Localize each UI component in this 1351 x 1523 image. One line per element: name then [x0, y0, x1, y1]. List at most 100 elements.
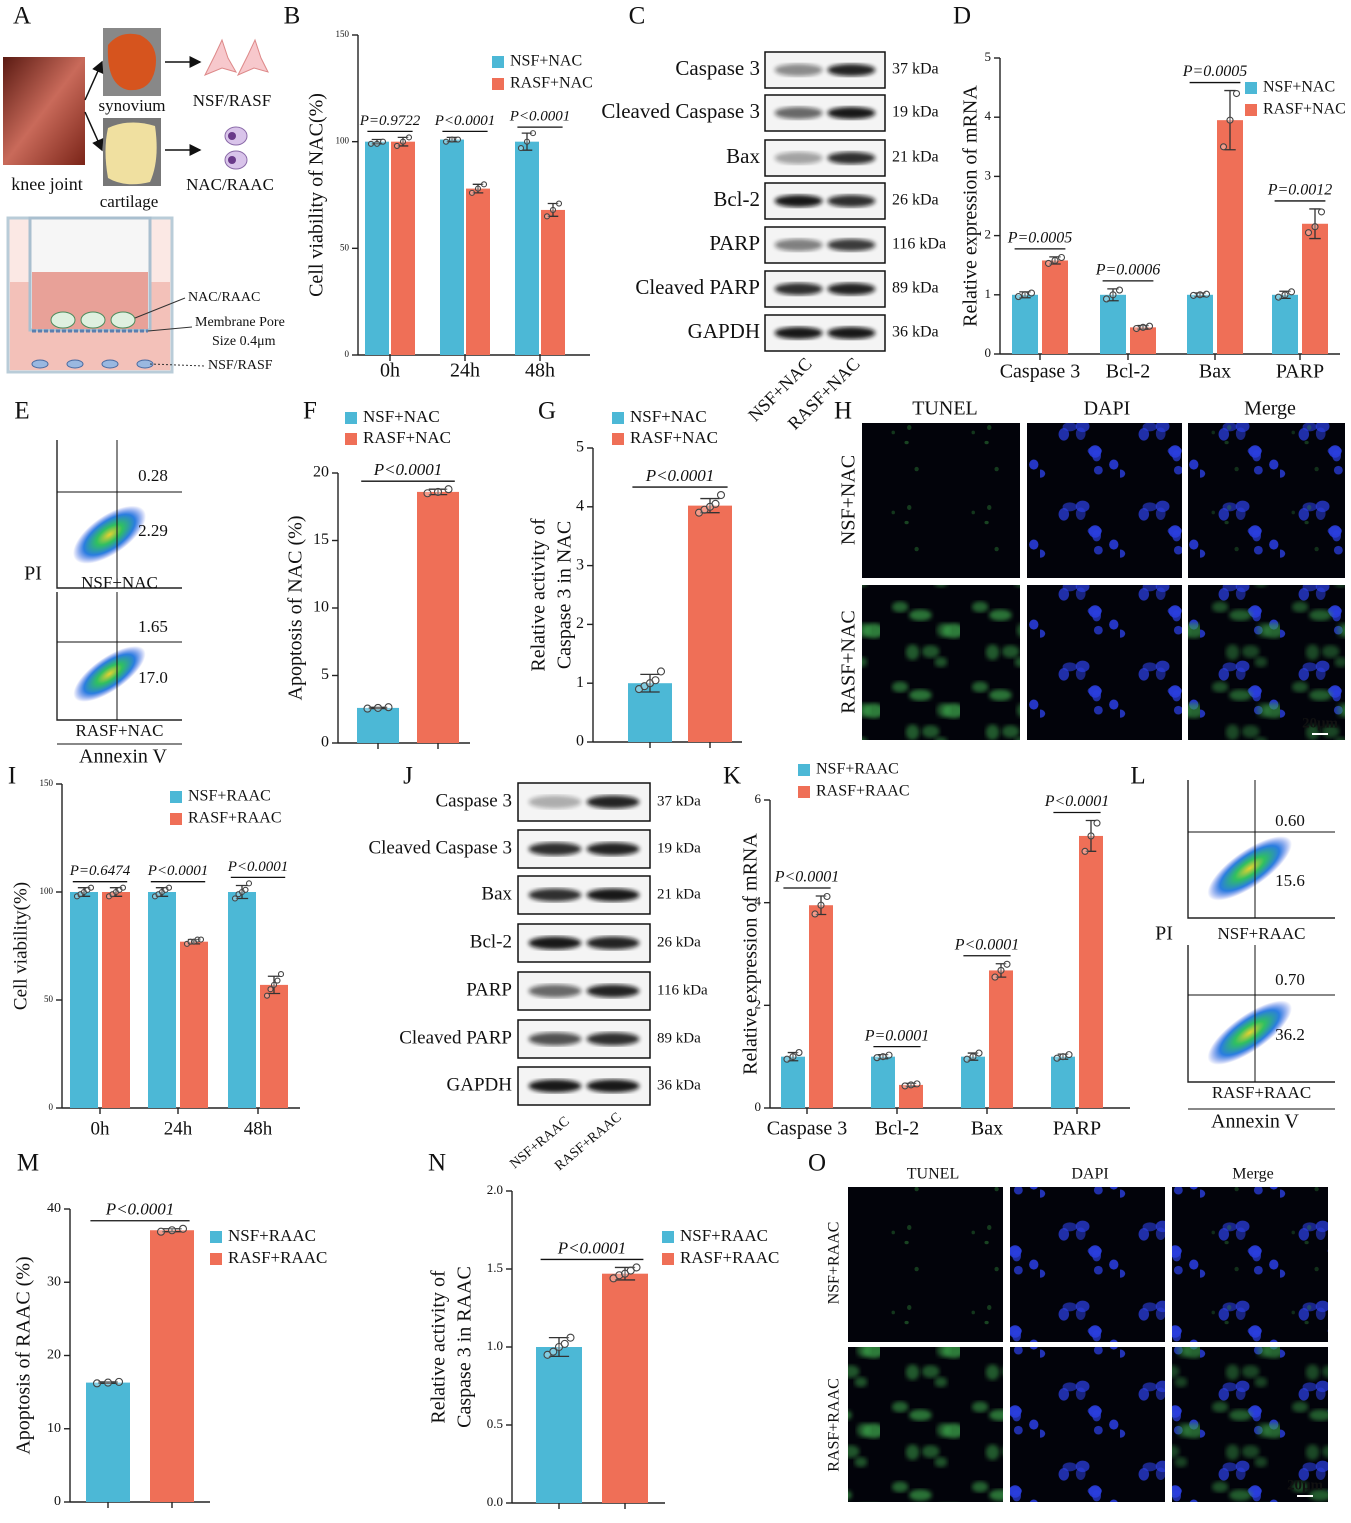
legend-label: RASF+NAC — [1263, 101, 1346, 118]
blot-size-label: 116 kDa — [657, 982, 708, 998]
blot-band — [827, 238, 876, 252]
flow-axes — [56, 440, 182, 589]
bar — [1187, 294, 1213, 354]
legend-label: NSF+NAC — [1263, 79, 1335, 96]
error-bar — [98, 1381, 118, 1384]
panel-label: J — [403, 763, 413, 790]
flow-plot-label: NSF+RAAC — [1217, 924, 1305, 943]
bar — [961, 1056, 985, 1108]
bar — [1130, 327, 1156, 354]
legend-label: RASF+RAAC — [188, 810, 282, 827]
blot-band — [528, 1032, 582, 1046]
data-point — [92, 1379, 102, 1388]
y-tick-label: 6 — [755, 791, 762, 806]
data-point — [783, 1055, 791, 1063]
membrane-label: Membrane Pore — [195, 315, 285, 330]
cartilage-photo — [105, 122, 157, 185]
p-value: P<0.0001 — [147, 863, 209, 879]
x-tick-label: PARP — [1276, 361, 1324, 383]
panel-label: C — [629, 3, 646, 30]
y-tick-label: 0 — [755, 1099, 762, 1114]
legend-label: RASF+NAC — [510, 75, 593, 92]
blot-band — [528, 795, 582, 809]
data-point — [885, 1051, 893, 1059]
data-point — [711, 499, 720, 508]
data-point — [1219, 143, 1228, 151]
data-point — [1311, 223, 1319, 231]
y-tick-label: 20 — [47, 1348, 61, 1363]
blot-band — [528, 1079, 582, 1093]
blot-size-label: 21 kDa — [657, 886, 701, 902]
blot-size-label: 26 kDa — [657, 934, 701, 950]
panel-label: K — [723, 763, 741, 790]
flow-plot-label: RASF+RAAC — [1212, 1083, 1311, 1102]
y-tick-label: 4 — [576, 497, 584, 514]
blot-size-label: 37 kDa — [892, 61, 939, 78]
data-point — [1021, 291, 1029, 299]
p-value: P<0.0001 — [645, 466, 715, 485]
data-point — [1232, 89, 1241, 98]
bar — [228, 892, 256, 1108]
y-axis-label: Cell viability of NAC(%) — [306, 93, 328, 297]
arrow — [84, 111, 104, 152]
p-value: P=0.0006 — [1095, 262, 1161, 279]
bar — [391, 141, 415, 355]
blot-size-label: 36 kDa — [657, 1077, 701, 1093]
legend-swatch — [492, 78, 504, 90]
panel-label: O — [808, 1150, 826, 1177]
synovium-label: synovium — [98, 96, 165, 115]
y-tick-label: 2 — [985, 227, 992, 242]
blot-band — [528, 936, 582, 950]
quadrant-value: 2.29 — [138, 521, 168, 540]
data-point — [1189, 291, 1198, 299]
x-tick-label: PARP — [1053, 1118, 1101, 1140]
x-tick-label: 24h — [164, 1118, 193, 1139]
legend-swatch — [492, 56, 504, 68]
y-tick-label: 2.0 — [487, 1182, 503, 1197]
tunel-layer — [848, 1347, 1003, 1502]
blot-band — [774, 106, 823, 120]
tunel-layer — [1188, 585, 1345, 740]
column-header: DAPI — [1084, 398, 1131, 420]
data-point — [178, 1224, 188, 1233]
flow-axes — [1187, 780, 1335, 919]
schematic: knee joint synovium cartilage NSF/RASF N… — [3, 28, 285, 374]
data-point — [474, 185, 482, 192]
data-point — [433, 487, 443, 496]
p-value: P<0.0001 — [227, 859, 289, 875]
data-point — [963, 1055, 971, 1063]
bar — [417, 491, 459, 743]
flow-axes — [56, 592, 182, 721]
data-point — [529, 130, 537, 137]
blot-row-label: Caspase 3 — [675, 56, 760, 80]
bar — [1042, 260, 1068, 354]
blot-size-label: 19 kDa — [657, 840, 701, 856]
p-value: P=0.6474 — [69, 863, 131, 879]
p-value: P<0.0001 — [509, 109, 571, 125]
leader — [134, 297, 186, 319]
leader — [149, 363, 206, 367]
bar — [260, 984, 288, 1108]
panel-label: M — [17, 1150, 39, 1177]
legend-label: RASF+NAC — [363, 428, 451, 447]
data-point — [263, 992, 271, 999]
column-header: Merge — [1232, 1166, 1273, 1183]
x-tick-label: 0h — [380, 360, 400, 382]
blot-band — [586, 936, 640, 950]
p-value: P<0.0001 — [105, 1200, 175, 1219]
data-point — [1202, 290, 1211, 298]
column-header: DAPI — [1071, 1166, 1108, 1183]
error-bar — [162, 1228, 182, 1233]
quadrant-value: 15.6 — [1275, 871, 1305, 890]
data-point — [555, 200, 563, 207]
legend-swatch — [612, 412, 624, 424]
y-axis-label: Cell viability(%) — [10, 882, 31, 1010]
data-point — [197, 936, 205, 943]
blot-band — [827, 282, 876, 296]
fibroblast-icon — [236, 38, 269, 77]
blot-row-label: GAPDH — [447, 1074, 513, 1095]
legend-swatch — [210, 1231, 222, 1243]
blot-row-label: GAPDH — [688, 319, 760, 343]
cell-cloud — [72, 505, 147, 564]
cell — [110, 311, 136, 329]
